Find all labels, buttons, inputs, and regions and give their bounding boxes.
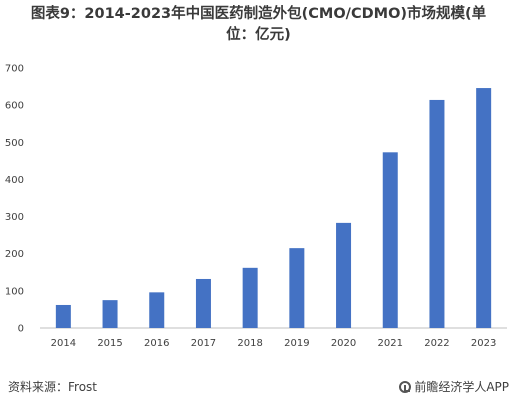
brand-label: 前瞻经济学人APP: [399, 378, 509, 395]
x-tick-label-2015: 2015: [97, 338, 122, 349]
bar-2014: [55, 304, 71, 328]
x-tick-label-2016: 2016: [144, 338, 169, 349]
y-tick-label-200: 200: [5, 249, 24, 260]
x-tick-label-2022: 2022: [424, 338, 449, 349]
bar-2021: [382, 152, 398, 328]
brand-name: 前瞻经济学人APP: [414, 380, 509, 394]
bar-2020: [336, 222, 352, 328]
chart-title-line-1: 图表9：2014-2023年中国医药制造外包(CMO/CDMO)市场规模(单: [30, 6, 487, 22]
x-tick-label-2021: 2021: [378, 338, 403, 349]
x-tick-label-2014: 2014: [51, 338, 76, 349]
brand-logo-icon: [399, 380, 412, 393]
chart-title: 图表9：2014-2023年中国医药制造外包(CMO/CDMO)市场规模(单 位…: [0, 4, 517, 46]
source-note: 资料来源：Frost: [8, 380, 97, 394]
x-tick-label-2019: 2019: [284, 338, 309, 349]
y-tick-label-700: 700: [5, 64, 24, 75]
y-tick-label-500: 500: [5, 138, 24, 149]
y-tick-label-400: 400: [5, 175, 24, 186]
chart-title-line-2: 位：亿元): [226, 27, 291, 43]
x-tick-label-2017: 2017: [191, 338, 216, 349]
y-tick-label-100: 100: [5, 286, 24, 297]
bar-2022: [429, 99, 445, 328]
x-tick-label-2018: 2018: [237, 338, 262, 349]
y-tick-label-600: 600: [5, 101, 24, 112]
bar-2016: [149, 292, 165, 328]
bar-2018: [242, 267, 258, 328]
x-tick-label-2020: 2020: [331, 338, 356, 349]
bar-2017: [195, 278, 211, 328]
bar-2023: [476, 88, 492, 328]
bar-2019: [289, 248, 305, 328]
y-tick-label-300: 300: [5, 212, 24, 223]
y-tick-label-0: 0: [18, 324, 24, 335]
x-tick-label-2023: 2023: [471, 338, 496, 349]
bar-2015: [102, 300, 118, 328]
